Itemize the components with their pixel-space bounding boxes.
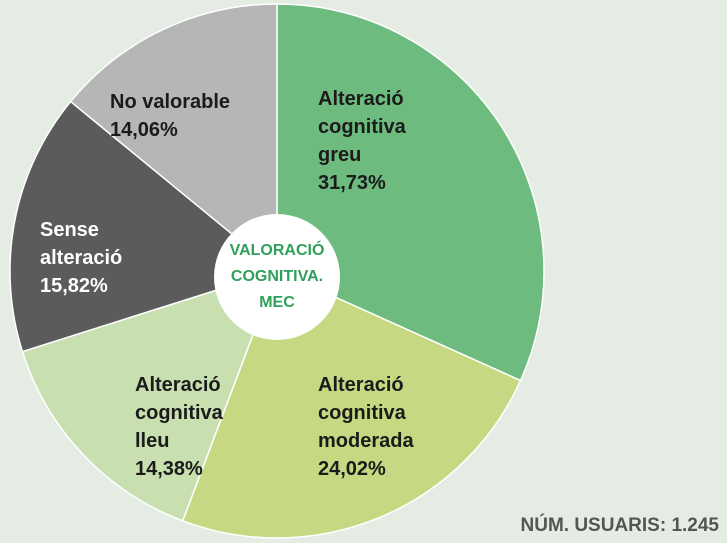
slice-label: Alteració cognitiva greu 31,73%: [318, 85, 438, 197]
pie-slice: [9, 100, 279, 353]
value-label: 15,82%: [40, 275, 108, 297]
value-label: 24,02%: [318, 458, 386, 480]
category-label: Sense alteració: [40, 219, 123, 269]
chart-title: VALORACIÓ COGNITIVA. MEC: [229, 242, 325, 311]
slice-label: Alteració cognitiva moderada 24,02%: [318, 371, 453, 483]
pie-slice: [21, 269, 279, 522]
slice-label: Sense alteració 15,82%: [40, 216, 152, 300]
value-label: 31,73%: [318, 172, 386, 194]
value-label: 14,38%: [135, 458, 203, 480]
center-circle: [214, 214, 340, 340]
slice-label: Alteració cognitiva lleu 14,38%: [135, 371, 250, 483]
slice-label: No valorable 14,06%: [110, 88, 285, 144]
pie-slice: [69, 3, 278, 273]
category-label: Alteració cognitiva greu: [318, 88, 406, 166]
category-label: No valorable: [110, 91, 231, 113]
category-label: Alteració cognitiva moderada: [318, 374, 414, 452]
pie-slice: [276, 3, 545, 382]
value-label: 14,06%: [110, 119, 178, 141]
category-label: Alteració cognitiva lleu: [135, 374, 223, 452]
note: NÚM. USUARIS: 1.245: [520, 515, 720, 536]
